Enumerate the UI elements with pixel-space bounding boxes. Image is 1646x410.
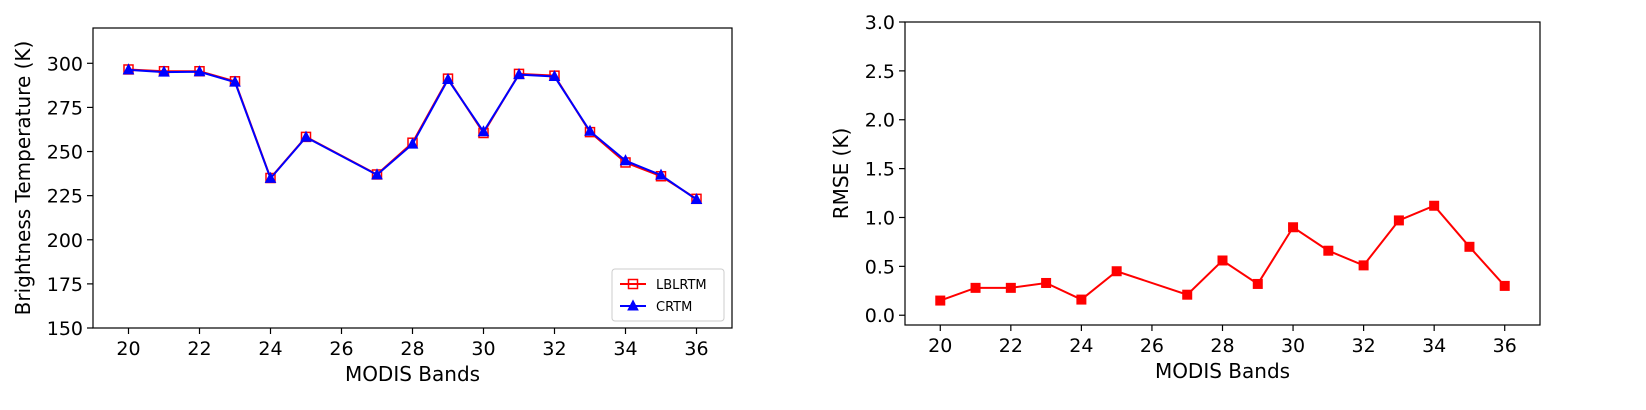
data-point-marker	[584, 124, 596, 136]
data-point-marker	[619, 154, 632, 166]
x-tick-label: 20	[116, 338, 140, 360]
x-tick-label: 36	[684, 338, 708, 360]
data-point-marker	[513, 68, 525, 80]
y-tick-label: 175	[47, 274, 83, 296]
x-tick-label: 26	[329, 338, 353, 360]
data-point-marker	[229, 75, 241, 87]
data-point-marker	[193, 65, 206, 77]
data-point-marker	[1499, 280, 1510, 291]
legend-label: LBLRTM	[656, 278, 707, 293]
x-tick-label: 22	[999, 335, 1023, 357]
x-tick-label: 28	[400, 338, 424, 360]
x-tick-label: 34	[1422, 335, 1446, 357]
y-tick-label: 225	[47, 186, 83, 208]
data-point-marker	[1393, 215, 1404, 226]
series-lblrtm	[123, 64, 702, 205]
x-axis-label: MODIS Bands	[345, 362, 480, 386]
x-tick-label: 30	[471, 338, 495, 360]
y-tick-label: 2.5	[865, 61, 895, 83]
x-tick-label: 36	[1493, 335, 1517, 357]
data-point-marker	[1252, 278, 1263, 289]
data-point-marker	[1429, 200, 1440, 211]
data-point-marker	[1182, 289, 1193, 300]
data-point-marker	[1464, 241, 1475, 252]
x-tick-label: 24	[258, 338, 282, 360]
data-point-marker	[300, 130, 312, 142]
y-tick-label: 0.5	[865, 256, 895, 278]
series-rmse	[935, 200, 1510, 306]
y-tick-label: 200	[47, 230, 83, 252]
x-tick-label: 32	[542, 338, 566, 360]
data-point-marker	[1076, 294, 1087, 305]
data-point-marker	[1005, 282, 1016, 293]
x-tick-label: 24	[1069, 335, 1093, 357]
data-point-marker	[935, 295, 946, 306]
y-axis-label: Brightness Temperature (K)	[11, 41, 35, 316]
data-point-marker	[371, 168, 383, 180]
y-tick-label: 1.5	[865, 159, 895, 181]
data-point-marker	[477, 125, 490, 137]
legend-marker	[627, 299, 639, 311]
y-axis-label: RMSE (K)	[829, 128, 853, 220]
y-tick-label: 2.0	[865, 110, 895, 132]
x-tick-label: 28	[1210, 335, 1234, 357]
data-point-marker	[548, 69, 561, 82]
y-tick-label: 150	[47, 318, 83, 340]
series-line	[128, 68, 698, 200]
data-point-marker	[1111, 266, 1122, 277]
legend: LBLRTM CRTM	[611, 268, 725, 322]
y-tick-label: 275	[47, 97, 83, 119]
data-point-marker	[1358, 260, 1369, 271]
brightness-temperature-chart: 20 22 24 26 28 30 32 34 36 150 175 200 225 250 275 300 M…	[11, 27, 733, 386]
series-line	[128, 68, 698, 201]
data-point-marker	[1323, 245, 1334, 256]
data-point-marker	[655, 168, 667, 180]
x-tick-label: 22	[187, 338, 211, 360]
y-tick-label: 0.0	[865, 305, 895, 327]
y-tick-label: 250	[47, 142, 83, 164]
x-tick-label: 34	[613, 338, 637, 360]
legend-box	[611, 268, 725, 322]
data-point-marker	[442, 72, 454, 85]
data-point-marker	[970, 282, 981, 293]
series-crtm	[122, 63, 703, 205]
y-tick-label: 1.0	[865, 207, 895, 229]
legend-label: CRTM	[656, 300, 692, 315]
data-point-marker	[1217, 255, 1228, 266]
x-tick-label: 30	[1281, 335, 1305, 357]
axes-frame	[904, 21, 1541, 326]
x-axis-label: MODIS Bands	[1155, 359, 1290, 383]
y-tick-label: 3.0	[865, 12, 895, 34]
legend-marker	[627, 278, 639, 290]
rmse-chart: 20 22 24 26 28 30 32 34 36 0.0 0.5 1.0 1.5 2.0 2.5 3.0 M…	[829, 12, 1541, 383]
data-point-marker	[406, 137, 419, 149]
series-line	[939, 204, 1506, 302]
data-point-marker	[264, 171, 277, 183]
data-point-marker	[158, 65, 170, 77]
data-point-marker	[122, 63, 135, 75]
x-tick-label: 26	[1140, 335, 1164, 357]
data-point-marker	[1288, 222, 1299, 233]
y-tick-label: 300	[47, 53, 83, 75]
data-point-marker	[690, 192, 703, 205]
data-point-marker	[1041, 277, 1052, 288]
x-tick-label: 32	[1352, 335, 1376, 357]
x-tick-label: 20	[928, 335, 952, 357]
